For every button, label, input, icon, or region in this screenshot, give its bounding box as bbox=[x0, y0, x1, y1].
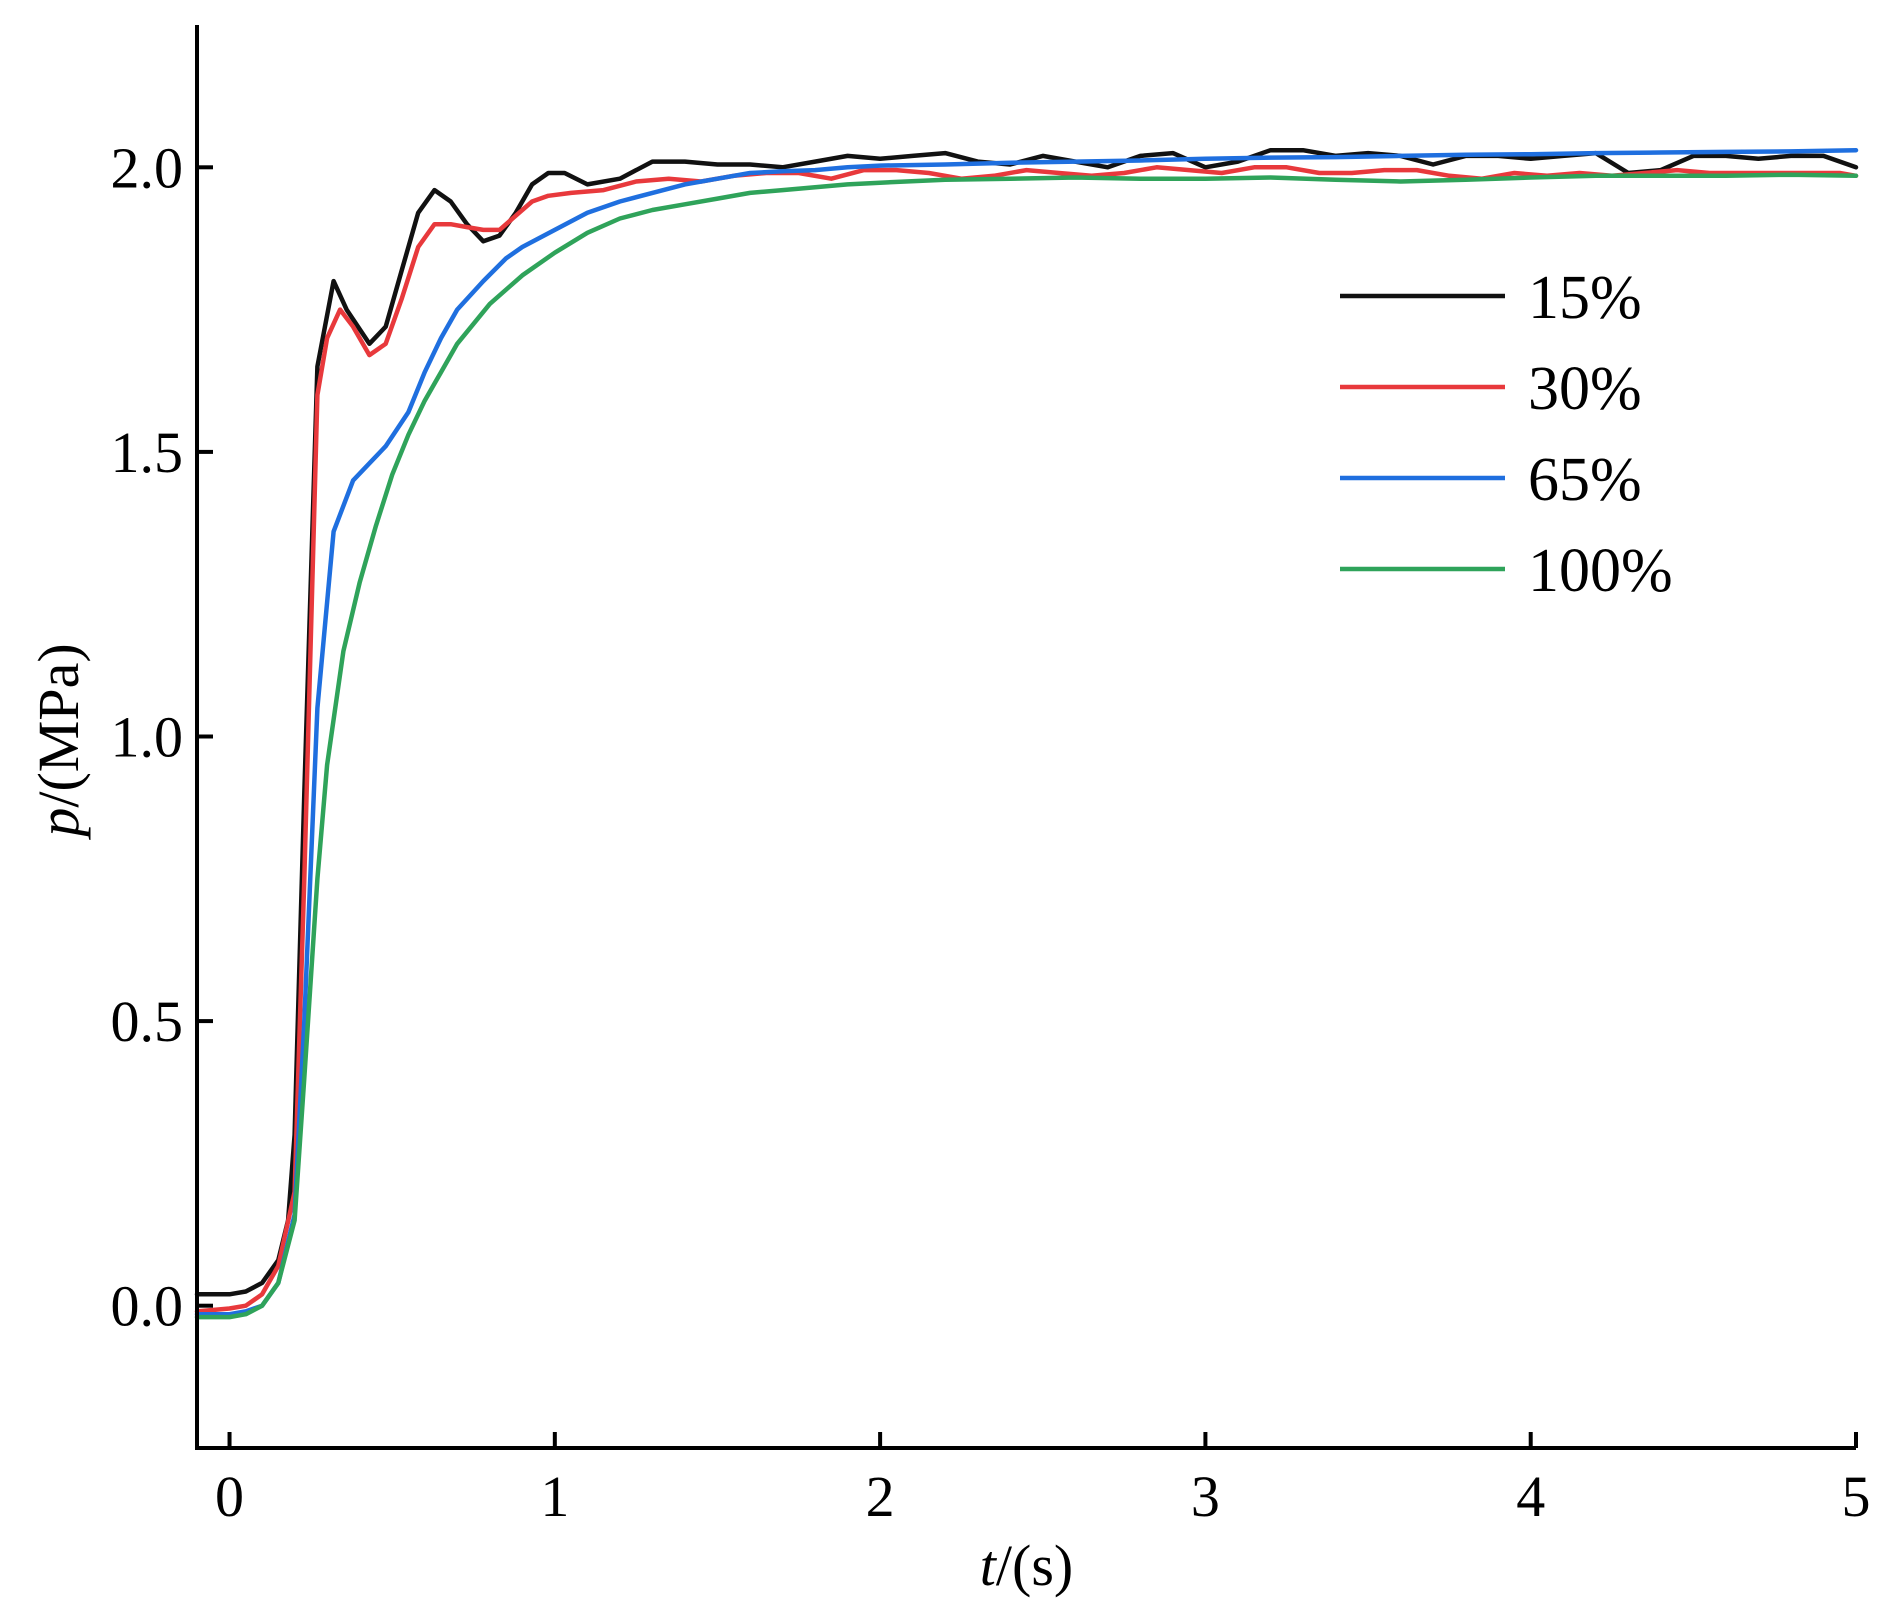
x-axis-label: t/(s) bbox=[980, 1533, 1073, 1598]
x-tick-label: 3 bbox=[1191, 1464, 1220, 1529]
x-tick-label: 2 bbox=[866, 1464, 895, 1529]
legend-label-2: 30% bbox=[1528, 355, 1642, 423]
series-layer bbox=[194, 147, 1859, 1320]
series-line-2 bbox=[194, 165, 1859, 1314]
legend: 15% 30% 65% 100% bbox=[1340, 264, 1673, 605]
axes bbox=[195, 25, 1856, 1450]
x-tick-label: 1 bbox=[540, 1464, 569, 1529]
ticks: 0 1 2 3 4 5 0.0 0.5 1.0 1.5 2.0 bbox=[111, 135, 1871, 1529]
y-axis-unit: /(MPa) bbox=[26, 643, 91, 807]
legend-label-3: 65% bbox=[1528, 446, 1642, 514]
legend-label-1: 15% bbox=[1528, 264, 1642, 332]
x-tick-label: 0 bbox=[215, 1464, 244, 1529]
x-axis-var: t bbox=[980, 1533, 998, 1598]
legend-label-4: 100% bbox=[1528, 537, 1673, 605]
y-tick-label: 2.0 bbox=[111, 135, 184, 200]
series-line-3 bbox=[194, 147, 1859, 1317]
y-tick-label: 0.5 bbox=[111, 989, 184, 1054]
x-axis-unit: /(s) bbox=[996, 1533, 1073, 1598]
y-tick-label: 1.5 bbox=[111, 420, 184, 485]
x-tick-label: 5 bbox=[1842, 1464, 1871, 1529]
x-tick-label: 4 bbox=[1516, 1464, 1545, 1529]
series-line-1 bbox=[194, 147, 1859, 1297]
y-tick-label: 0.0 bbox=[111, 1274, 184, 1339]
y-axis-label: p/(MPa) bbox=[26, 643, 91, 840]
y-axis-var: p bbox=[26, 808, 91, 841]
series-line-4 bbox=[194, 172, 1859, 1320]
y-tick-label: 1.0 bbox=[111, 705, 184, 770]
